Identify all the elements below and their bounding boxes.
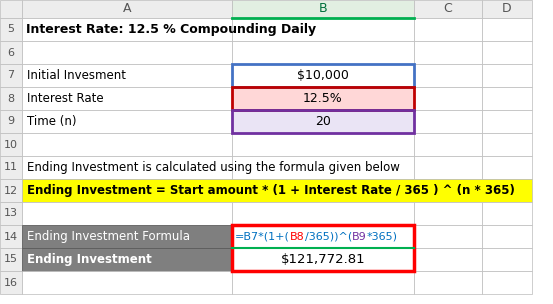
Bar — [0, 133, 22, 156]
Bar — [232, 110, 414, 133]
Bar — [414, 225, 482, 248]
Bar — [482, 133, 532, 156]
Bar — [0, 18, 22, 41]
Text: B9: B9 — [352, 232, 367, 241]
Text: 14: 14 — [4, 232, 18, 241]
Bar — [414, 271, 482, 294]
Bar — [22, 133, 232, 156]
Bar — [22, 41, 232, 64]
Bar — [22, 0, 232, 18]
Bar — [22, 225, 232, 248]
Bar — [232, 225, 414, 271]
Text: 8: 8 — [7, 94, 14, 103]
Bar — [0, 156, 22, 179]
Bar — [232, 133, 414, 156]
Bar — [232, 87, 414, 110]
Bar — [232, 110, 414, 133]
Text: $10,000: $10,000 — [297, 69, 349, 82]
Bar — [22, 179, 532, 202]
Bar — [414, 0, 482, 18]
Bar — [482, 271, 532, 294]
Text: 20: 20 — [315, 115, 331, 128]
Text: B: B — [319, 2, 327, 16]
Bar — [414, 18, 482, 41]
Bar — [0, 248, 22, 271]
Bar — [482, 87, 532, 110]
Text: Ending Investment: Ending Investment — [27, 253, 152, 266]
Text: Ending Investment Formula: Ending Investment Formula — [27, 230, 190, 243]
Text: Initial Invesment: Initial Invesment — [27, 69, 126, 82]
Bar — [22, 271, 232, 294]
Bar — [0, 41, 22, 64]
Bar — [22, 64, 232, 87]
Bar — [232, 202, 414, 225]
Text: Ending Investment is calculated using the formula given below: Ending Investment is calculated using th… — [27, 161, 400, 174]
Text: 15: 15 — [4, 254, 18, 264]
Bar — [482, 248, 532, 271]
Bar — [22, 248, 232, 271]
Bar — [0, 179, 22, 202]
Text: 16: 16 — [4, 278, 18, 288]
Bar — [0, 110, 22, 133]
Text: Interest Rate: 12.5 % Compounding Daily: Interest Rate: 12.5 % Compounding Daily — [26, 23, 316, 36]
Bar — [414, 248, 482, 271]
Text: A: A — [123, 2, 131, 16]
Text: 10: 10 — [4, 140, 18, 150]
Bar — [482, 156, 532, 179]
Bar — [482, 64, 532, 87]
Text: 11: 11 — [4, 163, 18, 172]
Bar — [22, 18, 232, 41]
Text: 13: 13 — [4, 209, 18, 219]
Text: 9: 9 — [7, 116, 14, 126]
Bar — [232, 248, 414, 271]
Bar — [482, 202, 532, 225]
Text: Interest Rate: Interest Rate — [27, 92, 103, 105]
Bar — [414, 87, 482, 110]
Text: 5: 5 — [8, 25, 14, 34]
Text: 6: 6 — [8, 47, 14, 57]
Text: 7: 7 — [7, 71, 14, 81]
Bar — [22, 110, 232, 133]
Bar — [0, 0, 22, 18]
Bar — [0, 225, 22, 248]
Text: D: D — [502, 2, 512, 16]
Text: 12.5%: 12.5% — [303, 92, 343, 105]
Bar — [22, 156, 232, 179]
Bar — [414, 133, 482, 156]
Text: /365))^(: /365))^( — [305, 232, 352, 241]
Text: Time (n): Time (n) — [27, 115, 76, 128]
Bar — [414, 64, 482, 87]
Bar — [482, 0, 532, 18]
Bar — [232, 87, 414, 110]
Bar — [0, 87, 22, 110]
Bar — [0, 271, 22, 294]
Text: Ending Investment = Start amount * (1 + Interest Rate / 365 ) ^ (n * 365): Ending Investment = Start amount * (1 + … — [27, 184, 515, 197]
Bar — [232, 64, 414, 87]
Bar — [482, 18, 532, 41]
Bar — [414, 156, 482, 179]
Text: B8: B8 — [290, 232, 305, 241]
Bar — [232, 271, 414, 294]
Bar — [232, 156, 414, 179]
Text: $121,772.81: $121,772.81 — [281, 253, 366, 266]
Bar — [232, 18, 414, 41]
Bar — [482, 225, 532, 248]
Bar — [22, 202, 232, 225]
Bar — [22, 87, 232, 110]
Bar — [232, 41, 414, 64]
Text: C: C — [444, 2, 452, 16]
Bar — [414, 202, 482, 225]
Bar — [0, 202, 22, 225]
Text: =B7*(1+(: =B7*(1+( — [235, 232, 290, 241]
Bar — [0, 64, 22, 87]
Bar — [232, 225, 414, 248]
Bar — [482, 41, 532, 64]
Bar — [482, 110, 532, 133]
Bar — [232, 0, 414, 18]
Bar — [232, 64, 414, 87]
Text: *365): *365) — [367, 232, 398, 241]
Bar — [414, 41, 482, 64]
Text: 12: 12 — [4, 185, 18, 195]
Bar — [414, 110, 482, 133]
